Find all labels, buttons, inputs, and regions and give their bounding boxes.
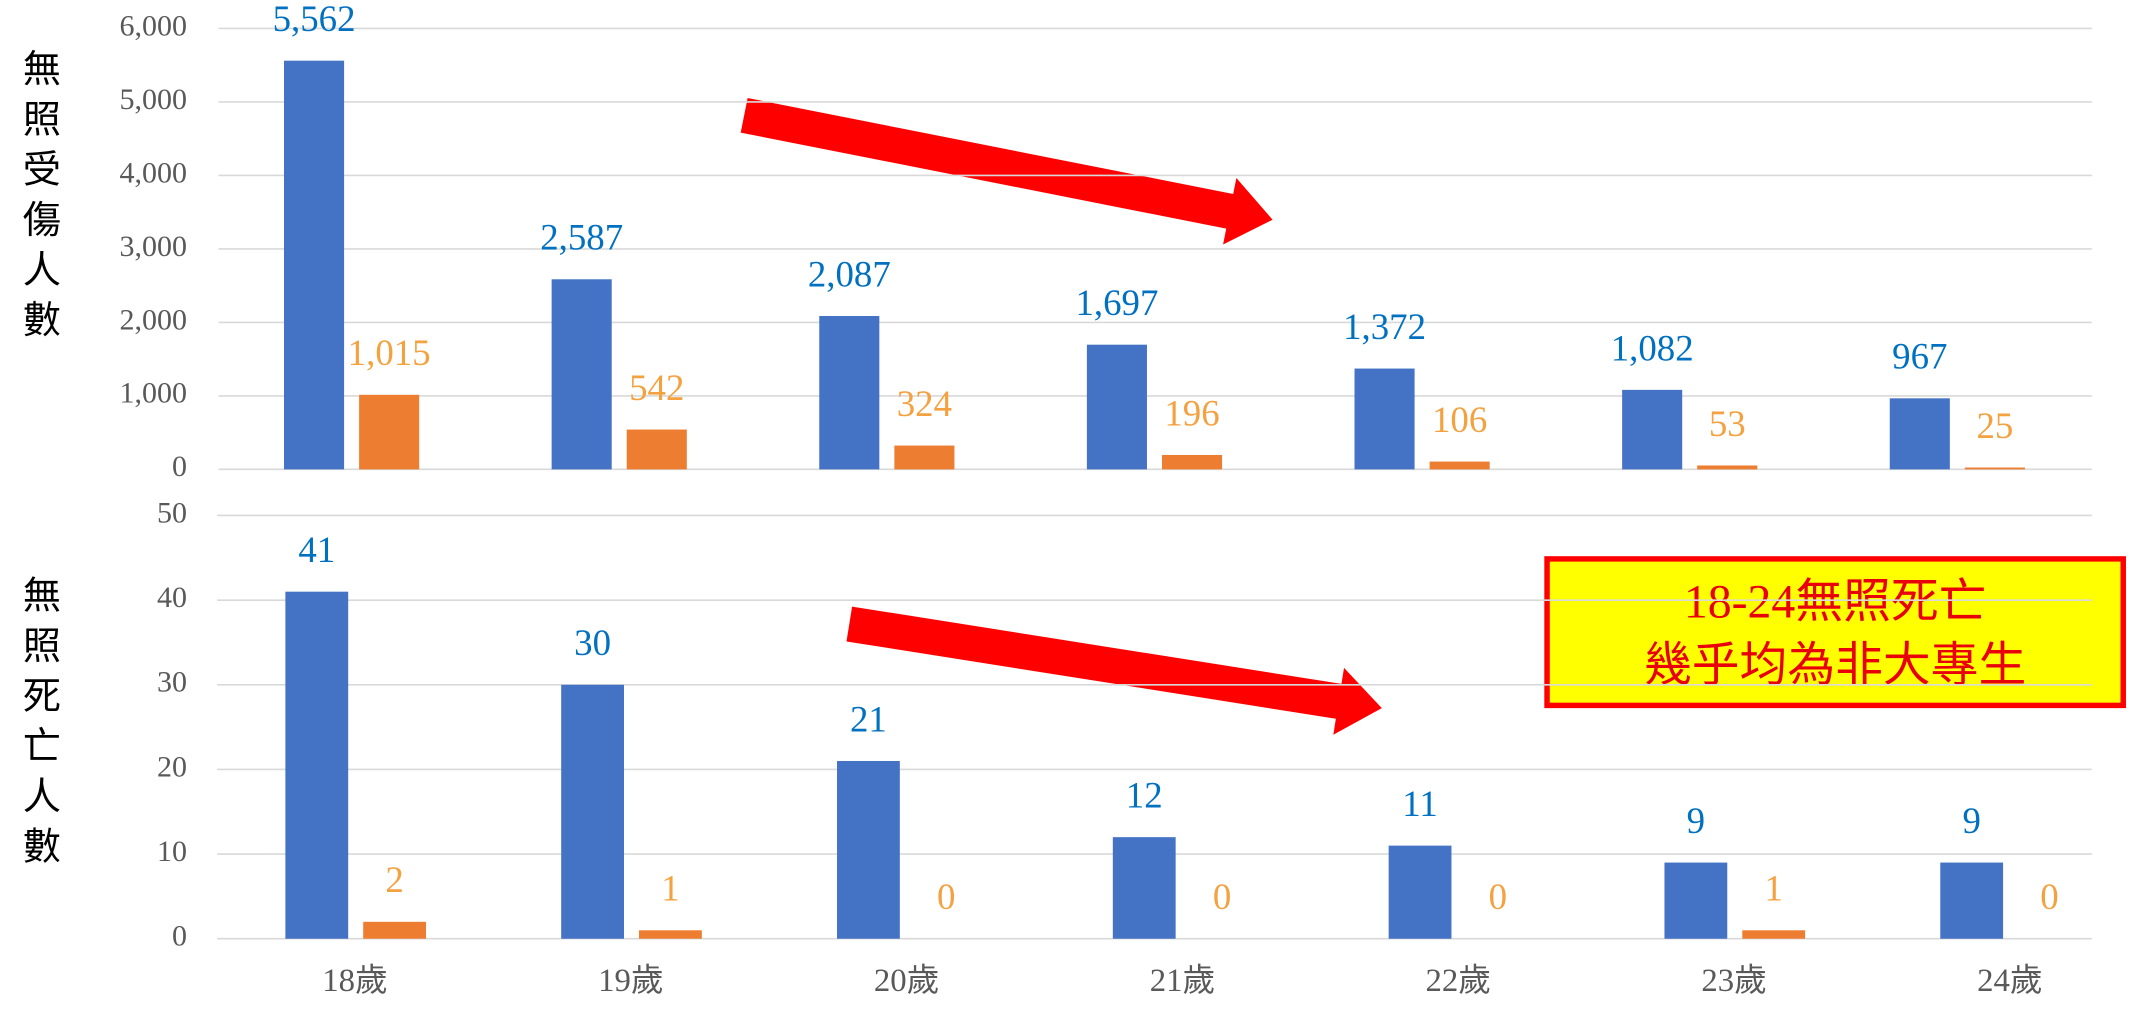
data-label: 21: [850, 699, 887, 740]
x-tick-label: 23歲: [1701, 962, 1767, 999]
data-label: 1,372: [1343, 306, 1426, 347]
y-tick-label: 30: [157, 666, 187, 699]
data-label: 2: [385, 859, 403, 900]
y-tick-label: 0: [172, 450, 187, 483]
y-tick-label: 10: [157, 835, 187, 868]
bar: [359, 394, 420, 470]
bar: [1429, 461, 1490, 470]
data-label: 1: [661, 868, 679, 909]
bar: [1112, 837, 1176, 939]
y-tick-label: 40: [157, 581, 187, 614]
y-tick-label: 6,000: [119, 9, 187, 42]
bar: [561, 684, 625, 939]
y-tick-label: 50: [157, 496, 187, 529]
bar: [1354, 368, 1415, 470]
data-label: 5,562: [273, 0, 356, 39]
y-axis-label: 無照受傷人數: [16, 49, 60, 350]
data-label: 25: [1976, 405, 2013, 446]
y-tick-label: 0: [172, 920, 187, 953]
data-label: 0: [1213, 876, 1231, 917]
data-label: 542: [629, 367, 684, 408]
data-label: 196: [1164, 393, 1219, 434]
y-axis-label: 無照死亡人數: [16, 575, 59, 876]
bar: [819, 316, 880, 470]
data-label: 1,015: [348, 332, 431, 373]
bar: [1622, 389, 1683, 470]
data-label: 2,087: [808, 254, 891, 295]
bar: [1964, 467, 2025, 470]
data-label: 11: [1402, 783, 1437, 824]
bar: [551, 279, 612, 470]
bar: [1742, 930, 1806, 939]
x-tick-label: 24歲: [1977, 962, 2043, 999]
bar: [284, 60, 345, 470]
x-tick-label: 19歲: [598, 962, 664, 999]
data-label: 9: [1962, 800, 1980, 841]
bar: [1940, 862, 2004, 939]
x-tick-label: 20歲: [874, 962, 940, 999]
bar: [285, 591, 349, 939]
bar: [1889, 398, 1950, 470]
bar: [1664, 862, 1728, 939]
x-tick-label: 21歲: [1150, 962, 1216, 999]
bar: [1086, 344, 1147, 470]
data-label: 1: [1764, 868, 1782, 909]
bar: [626, 429, 687, 470]
annotation-box: [1544, 556, 2126, 709]
data-label: 0: [2040, 876, 2058, 917]
y-tick-label: 4,000: [119, 156, 187, 189]
annotation: 幾乎均為非大專生: [1644, 640, 2026, 692]
data-label: 0: [1489, 876, 1507, 917]
bar: [639, 930, 702, 939]
y-tick-label: 3,000: [119, 230, 187, 263]
bar: [1388, 845, 1452, 939]
data-label: 41: [298, 529, 335, 570]
bar: [1161, 454, 1223, 470]
data-label: 967: [1892, 336, 1947, 377]
data-label: 324: [897, 383, 952, 424]
y-tick-label: 2,000: [119, 303, 187, 336]
y-tick-label: 1,000: [119, 377, 187, 410]
bar: [1697, 465, 1758, 470]
data-label: 0: [937, 876, 955, 917]
data-label: 1,082: [1611, 327, 1694, 368]
bar: [894, 445, 955, 470]
data-label: 30: [574, 622, 611, 663]
data-label: 106: [1432, 399, 1487, 440]
data-label: 2,587: [540, 217, 623, 258]
data-label: 12: [1126, 775, 1163, 816]
trend-arrow: [740, 98, 1273, 245]
x-tick-label: 22歲: [1426, 962, 1492, 999]
data-label: 53: [1709, 403, 1746, 444]
bar: [837, 760, 900, 939]
data-label: 1,697: [1075, 282, 1158, 323]
bar: [363, 921, 427, 939]
x-tick-label: 18歲: [322, 962, 388, 999]
y-tick-label: 5,000: [119, 83, 187, 116]
y-tick-label: 20: [157, 750, 187, 783]
trend-arrow: [846, 606, 1382, 735]
data-label: 9: [1687, 800, 1705, 841]
annotation: 18-24無照死亡: [1684, 576, 1987, 628]
